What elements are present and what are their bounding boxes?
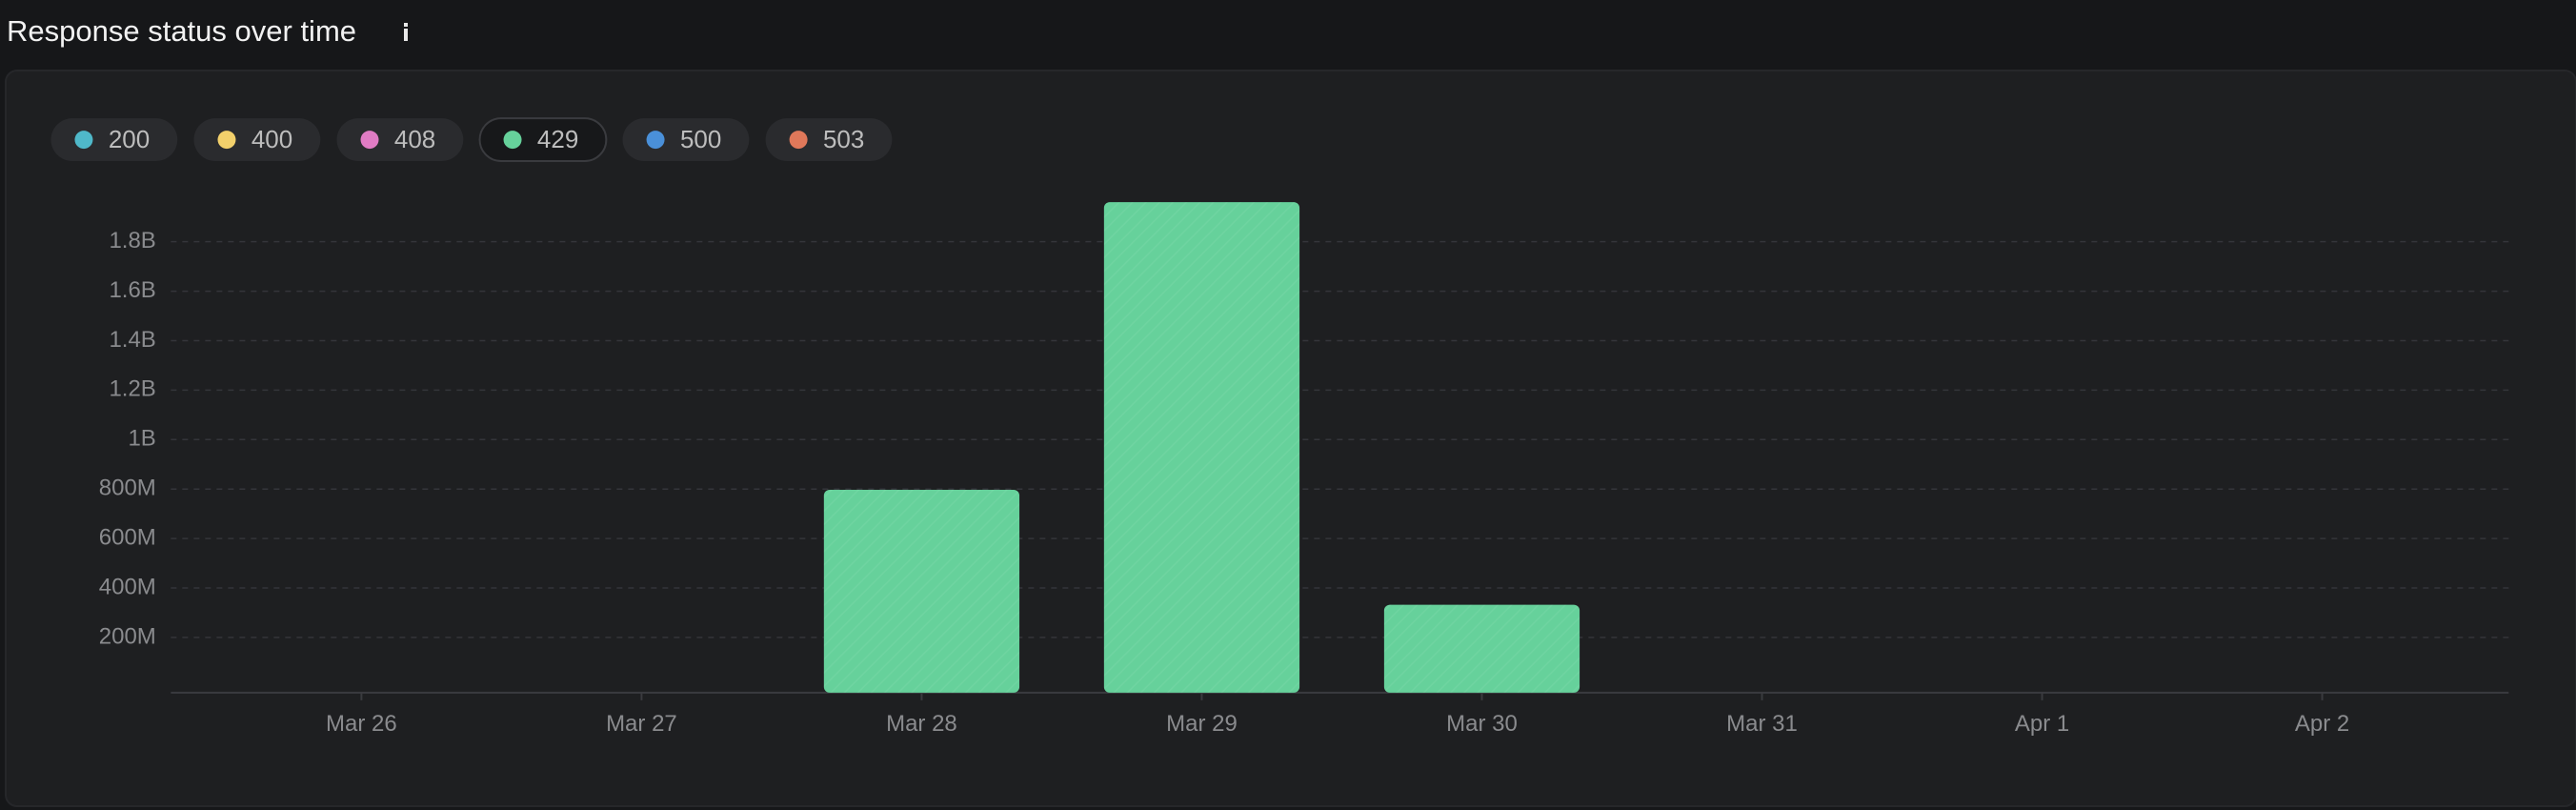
x-tick-label: Mar 30 [1446,711,1518,737]
bar-texture [1383,604,1580,693]
bar-texture [823,489,1020,693]
y-tick-label: 1.8B [109,228,155,253]
legend-pill[interactable] [622,118,750,162]
chart-title: Response status over time [7,14,356,48]
bar-texture [1103,202,1300,693]
y-tick-label: 400M [99,574,156,599]
y-tick-label: 200M [99,623,156,649]
x-tick-label: Apr 2 [2295,711,2349,737]
legend-swatch [74,131,93,150]
legend-label: 503 [823,125,864,153]
legend-swatch [360,131,379,150]
y-tick-label: 1B [128,426,155,452]
legend-pill[interactable] [478,117,608,163]
legend-pill[interactable] [50,118,178,162]
legend-label: 200 [109,125,150,153]
x-tick-label: Mar 29 [1166,711,1238,737]
legend-pill[interactable] [765,118,893,162]
legend-swatch [789,131,808,150]
info-icon[interactable] [404,23,408,41]
y-tick-label: 1.2B [109,376,155,402]
legend-label: 400 [252,125,292,153]
y-tick-label: 1.4B [109,327,155,353]
x-tick-label: Mar 28 [886,711,957,737]
legend-swatch [646,131,665,150]
legend-swatch [217,131,236,150]
legend-label: 500 [680,125,721,153]
legend-label: 408 [394,125,435,153]
x-tick-label: Apr 1 [2015,711,2069,737]
legend-pill[interactable] [336,118,464,162]
legend-label: 429 [537,125,578,153]
legend-pill[interactable] [193,118,321,162]
x-tick-label: Mar 31 [1726,711,1798,737]
y-tick-label: 800M [99,476,156,501]
y-tick-label: 600M [99,524,156,550]
x-tick-label: Mar 27 [606,711,677,737]
x-tick-label: Mar 26 [326,711,397,737]
y-tick-label: 1.6B [109,277,155,303]
legend-swatch [503,131,522,150]
